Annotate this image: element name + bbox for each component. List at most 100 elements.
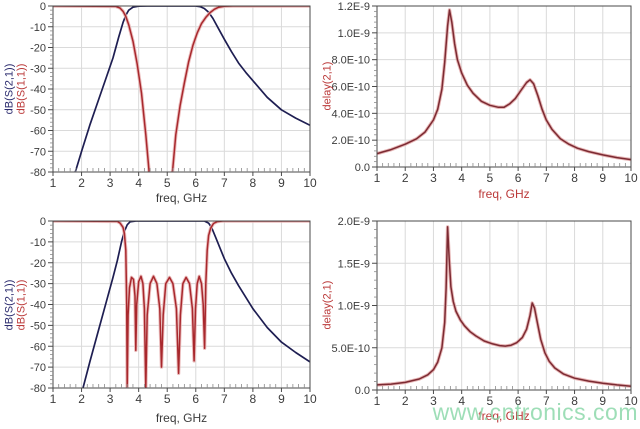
- svg-text:2: 2: [78, 392, 85, 406]
- svg-text:2.0E-9: 2.0E-9: [338, 216, 370, 228]
- svg-text:6: 6: [192, 176, 199, 190]
- x-axis-label: freq, GHz: [478, 409, 530, 423]
- svg-text:4.0E-10: 4.0E-10: [331, 108, 370, 120]
- svg-text:0: 0: [40, 1, 46, 13]
- svg-text:4: 4: [135, 176, 142, 190]
- svg-text:8: 8: [571, 171, 578, 185]
- y-axis-label-s11: dB(S(1,1)): [15, 63, 27, 115]
- svg-text:4: 4: [458, 171, 465, 185]
- svg-text:7: 7: [543, 171, 550, 185]
- svg-text:-60: -60: [30, 126, 46, 138]
- svg-text:4: 4: [458, 394, 465, 408]
- svg-text:-40: -40: [30, 84, 46, 96]
- svg-text:6: 6: [515, 171, 522, 185]
- svg-text:5: 5: [487, 394, 494, 408]
- chart-bottom-left-sparams: 1 2 3 4 5 6 7 8 9 10 0 -10 -20 -30 -40 -50 -60 -70 -80 dB(…: [0, 215, 320, 429]
- tick-labels: 1 2 3 4 5 6 7 8 9 10 1.2E-9 1.0E-9 8.0E-10 6.0E-10 4.0…: [331, 1, 638, 185]
- svg-text:-70: -70: [30, 146, 46, 158]
- svg-text:-80: -80: [30, 167, 46, 179]
- delay(2,1)-trace: [377, 9, 631, 161]
- y-axis-label-group: delay(2,1): [321, 61, 334, 111]
- svg-text:5: 5: [164, 176, 171, 190]
- svg-text:2: 2: [402, 171, 409, 185]
- svg-text:1.2E-9: 1.2E-9: [338, 1, 370, 13]
- svg-text:5: 5: [164, 392, 171, 406]
- gridlines: [377, 221, 631, 390]
- svg-text:1: 1: [374, 171, 381, 185]
- svg-text:-60: -60: [30, 341, 46, 353]
- svg-text:-40: -40: [30, 300, 46, 312]
- svg-text:-30: -30: [30, 63, 46, 75]
- dB(S(1,1))-trace: [53, 221, 310, 388]
- x-axis-label: freq, GHz: [155, 191, 208, 205]
- svg-text:10: 10: [303, 392, 317, 406]
- dB(S(1,1))-halo: [53, 6, 310, 172]
- svg-text:0: 0: [40, 216, 46, 228]
- y-axis-label-s21: dB(S(2,1)): [3, 279, 16, 331]
- sparams-plot-2: 1 2 3 4 5 6 7 8 9 10 0 -10 -20 -30 -40 -50 -60 -70 -80: [30, 216, 317, 406]
- dB(S(2,1))-trace: [82, 221, 310, 388]
- y-axis-label-delay: delay(2,1): [321, 61, 334, 111]
- watermark: www.cntronics.com: [432, 399, 638, 425]
- svg-text:3: 3: [430, 171, 437, 185]
- axis-ticks: [372, 220, 632, 394]
- dB(S(1,1))-trace: [53, 6, 310, 172]
- svg-text:-20: -20: [30, 43, 46, 55]
- svg-text:8.0E-10: 8.0E-10: [331, 55, 370, 67]
- delay-plot-2: 1 2 3 4 5 6 7 8 9 10 2.0E-9 1.5E-9 1.0E-9 5.0E-10 0.0: [331, 216, 638, 408]
- svg-text:9: 9: [599, 171, 606, 185]
- svg-text:3: 3: [430, 394, 437, 408]
- delay-plot-1: 1 2 3 4 5 6 7 8 9 10 1.2E-9 1.0E-9 8.0E-10 6.0E-10 4.0…: [331, 1, 638, 185]
- y-axis-label-s21: dB(S(2,1)): [3, 63, 16, 115]
- delay(2,1)-trace: [377, 226, 631, 387]
- svg-text:-80: -80: [30, 383, 46, 395]
- svg-text:-10: -10: [30, 237, 46, 249]
- chart-top-right-delay: 1 2 3 4 5 6 7 8 9 10 1.2E-9 1.0E-9 8.0E-10 6.0E-10 4.0…: [320, 0, 640, 215]
- svg-text:1.5E-9: 1.5E-9: [338, 258, 370, 270]
- svg-text:9: 9: [278, 176, 285, 190]
- svg-text:7: 7: [221, 392, 228, 406]
- x-axis-label: freq, GHz: [155, 411, 208, 425]
- chart-top-left-sparams: 1 2 3 4 5 6 7 8 9 10 0 -10 -20 -30 -40 -50 -60 -70 -80 dB(…: [0, 0, 320, 215]
- svg-text:10: 10: [624, 171, 638, 185]
- y-axis-label-delay: delay(2,1): [321, 280, 334, 330]
- svg-text:10: 10: [624, 394, 638, 408]
- svg-text:1: 1: [50, 176, 57, 190]
- tick-labels: 1 2 3 4 5 6 7 8 9 10 0 -10 -20 -30 -40 -50 -60 -70 -80: [30, 216, 317, 406]
- svg-text:4: 4: [135, 392, 142, 406]
- y-axis-label-group: dB(S(2,1)) dB(S(1,1)): [3, 63, 28, 115]
- svg-text:2: 2: [402, 394, 409, 408]
- svg-text:1.0E-9: 1.0E-9: [338, 301, 370, 313]
- svg-text:-10: -10: [30, 22, 46, 34]
- svg-text:8: 8: [250, 392, 257, 406]
- svg-text:1: 1: [374, 394, 381, 408]
- svg-text:6: 6: [515, 394, 522, 408]
- svg-text:9: 9: [599, 394, 606, 408]
- svg-text:5.0E-10: 5.0E-10: [331, 343, 370, 355]
- svg-text:2.0E-10: 2.0E-10: [331, 135, 370, 147]
- svg-text:9: 9: [278, 392, 285, 406]
- tick-labels: 1 2 3 4 5 6 7 8 9 10 2.0E-9 1.5E-9 1.0E-9 5.0E-10 0.0: [331, 216, 638, 408]
- svg-text:7: 7: [543, 394, 550, 408]
- svg-text:0.0: 0.0: [355, 162, 370, 174]
- delay(2,1)-halo: [377, 225, 631, 388]
- svg-text:-30: -30: [30, 279, 46, 291]
- svg-text:8: 8: [571, 394, 578, 408]
- y-axis-label-group: dB(S(2,1)) dB(S(1,1)): [3, 279, 28, 331]
- svg-text:1.0E-9: 1.0E-9: [338, 28, 370, 40]
- svg-text:6.0E-10: 6.0E-10: [331, 82, 370, 94]
- svg-text:-50: -50: [30, 320, 46, 332]
- axis-ticks: [48, 5, 311, 176]
- svg-text:2: 2: [78, 176, 85, 190]
- svg-text:-50: -50: [30, 105, 46, 117]
- svg-text:8: 8: [250, 176, 257, 190]
- svg-text:6: 6: [192, 392, 199, 406]
- svg-text:-20: -20: [30, 258, 46, 270]
- svg-text:-70: -70: [30, 362, 46, 374]
- svg-text:0.0: 0.0: [355, 385, 370, 397]
- chart-bottom-right-delay: 1 2 3 4 5 6 7 8 9 10 2.0E-9 1.5E-9 1.0E-9 5.0E-10 0.0 …: [320, 215, 640, 429]
- svg-text:10: 10: [303, 176, 317, 190]
- y-axis-label-group: delay(2,1): [321, 280, 334, 330]
- gridlines: [53, 6, 310, 172]
- svg-text:1: 1: [50, 392, 57, 406]
